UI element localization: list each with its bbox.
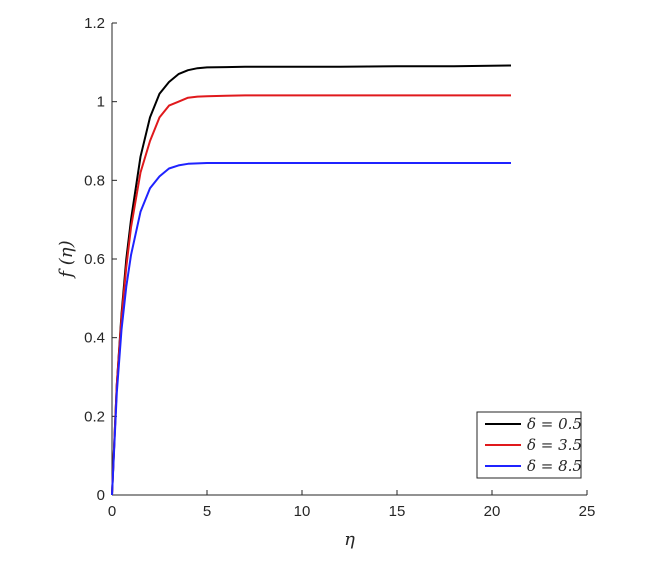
x-tick-label: 25 [579,503,596,520]
x-tick-label: 15 [389,503,406,520]
series-lines [111,64,512,496]
y-tick-label: 0.8 [84,172,105,189]
series-line-1 [111,64,512,496]
y-axis-label: f (η) [56,240,77,279]
legend-label-1: δ = 0.5 [527,415,582,433]
legend-label-2: δ = 3.5 [527,436,582,454]
y-tick-label: 0.6 [84,251,105,268]
legend-items: δ = 0.5 δ = 3.5 δ = 8.5 [485,415,582,475]
legend-label-3: δ = 8.5 [527,457,582,475]
y-tick-label: 0.2 [84,408,105,425]
x-axis-label: η [344,529,355,550]
y-tick-label: 0.4 [84,330,105,347]
series-line-2 [111,94,511,496]
y-ticks: 0 0.2 0.4 0.6 0.8 1 1.2 [84,15,117,504]
x-tick-label: 5 [203,503,211,520]
legend: δ = 0.5 δ = 3.5 δ = 8.5 [476,411,582,479]
x-ticks: 0 5 10 15 20 25 [108,490,596,520]
y-tick-label: 1 [97,94,105,111]
x-tick-label: 20 [484,503,501,520]
y-tick-label: 0 [97,487,105,504]
x-tick-label: 10 [294,503,311,520]
x-tick-label: 0 [108,503,116,520]
series-line-3 [111,162,511,496]
y-tick-label: 1.2 [84,15,105,32]
